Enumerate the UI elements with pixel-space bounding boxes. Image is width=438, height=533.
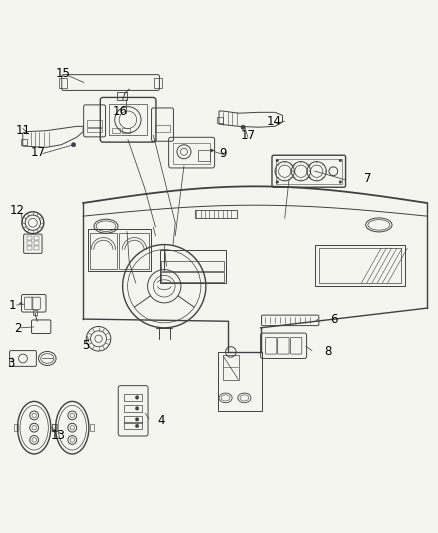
Text: 5: 5: [82, 339, 89, 352]
Text: 3: 3: [7, 357, 14, 370]
Bar: [198, 150, 210, 160]
Bar: [21, 139, 27, 145]
Bar: [14, 424, 18, 431]
Text: 15: 15: [56, 67, 71, 80]
Circle shape: [276, 181, 279, 183]
Text: 8: 8: [324, 345, 331, 358]
Circle shape: [276, 159, 279, 162]
Text: 17: 17: [240, 130, 255, 142]
Bar: [59, 78, 67, 88]
Text: 13: 13: [50, 429, 65, 442]
Bar: [27, 236, 32, 240]
Circle shape: [241, 125, 245, 130]
Bar: [87, 128, 102, 133]
Bar: [119, 233, 149, 269]
Circle shape: [135, 395, 139, 399]
Bar: [112, 128, 120, 133]
Bar: [124, 394, 142, 401]
Bar: [173, 142, 210, 164]
Bar: [160, 251, 226, 283]
Bar: [122, 128, 130, 133]
Text: 12: 12: [10, 204, 25, 217]
Bar: [27, 246, 32, 251]
Bar: [276, 159, 342, 184]
Bar: [109, 103, 147, 135]
Bar: [161, 272, 224, 282]
Bar: [27, 241, 32, 245]
Text: 4: 4: [157, 414, 165, 427]
Text: 6: 6: [330, 313, 338, 326]
Text: 17: 17: [31, 146, 46, 159]
Text: 2: 2: [14, 322, 21, 335]
Bar: [90, 233, 117, 269]
Text: 1: 1: [8, 300, 16, 312]
Bar: [52, 424, 57, 431]
Circle shape: [339, 159, 342, 162]
Bar: [33, 310, 37, 314]
Bar: [195, 209, 237, 219]
Bar: [315, 245, 405, 286]
Bar: [88, 229, 151, 271]
Text: 7: 7: [364, 172, 372, 185]
Bar: [319, 248, 401, 283]
Circle shape: [135, 424, 139, 427]
Bar: [124, 405, 142, 412]
Text: 16: 16: [113, 104, 128, 117]
Circle shape: [135, 407, 139, 410]
Text: 14: 14: [266, 116, 281, 128]
Text: 9: 9: [219, 147, 226, 160]
Text: 11: 11: [15, 124, 30, 137]
Circle shape: [71, 142, 76, 147]
Bar: [161, 261, 224, 271]
Bar: [223, 356, 239, 379]
Bar: [218, 352, 262, 411]
Bar: [34, 246, 39, 251]
Bar: [155, 125, 170, 132]
Bar: [34, 236, 39, 240]
Bar: [117, 92, 127, 100]
Bar: [154, 78, 162, 88]
Bar: [90, 424, 94, 431]
Bar: [124, 423, 142, 430]
Bar: [87, 120, 102, 127]
Circle shape: [135, 418, 139, 421]
Bar: [52, 424, 56, 431]
Bar: [124, 416, 142, 423]
Bar: [34, 241, 39, 245]
Bar: [217, 117, 223, 123]
Circle shape: [339, 181, 342, 183]
